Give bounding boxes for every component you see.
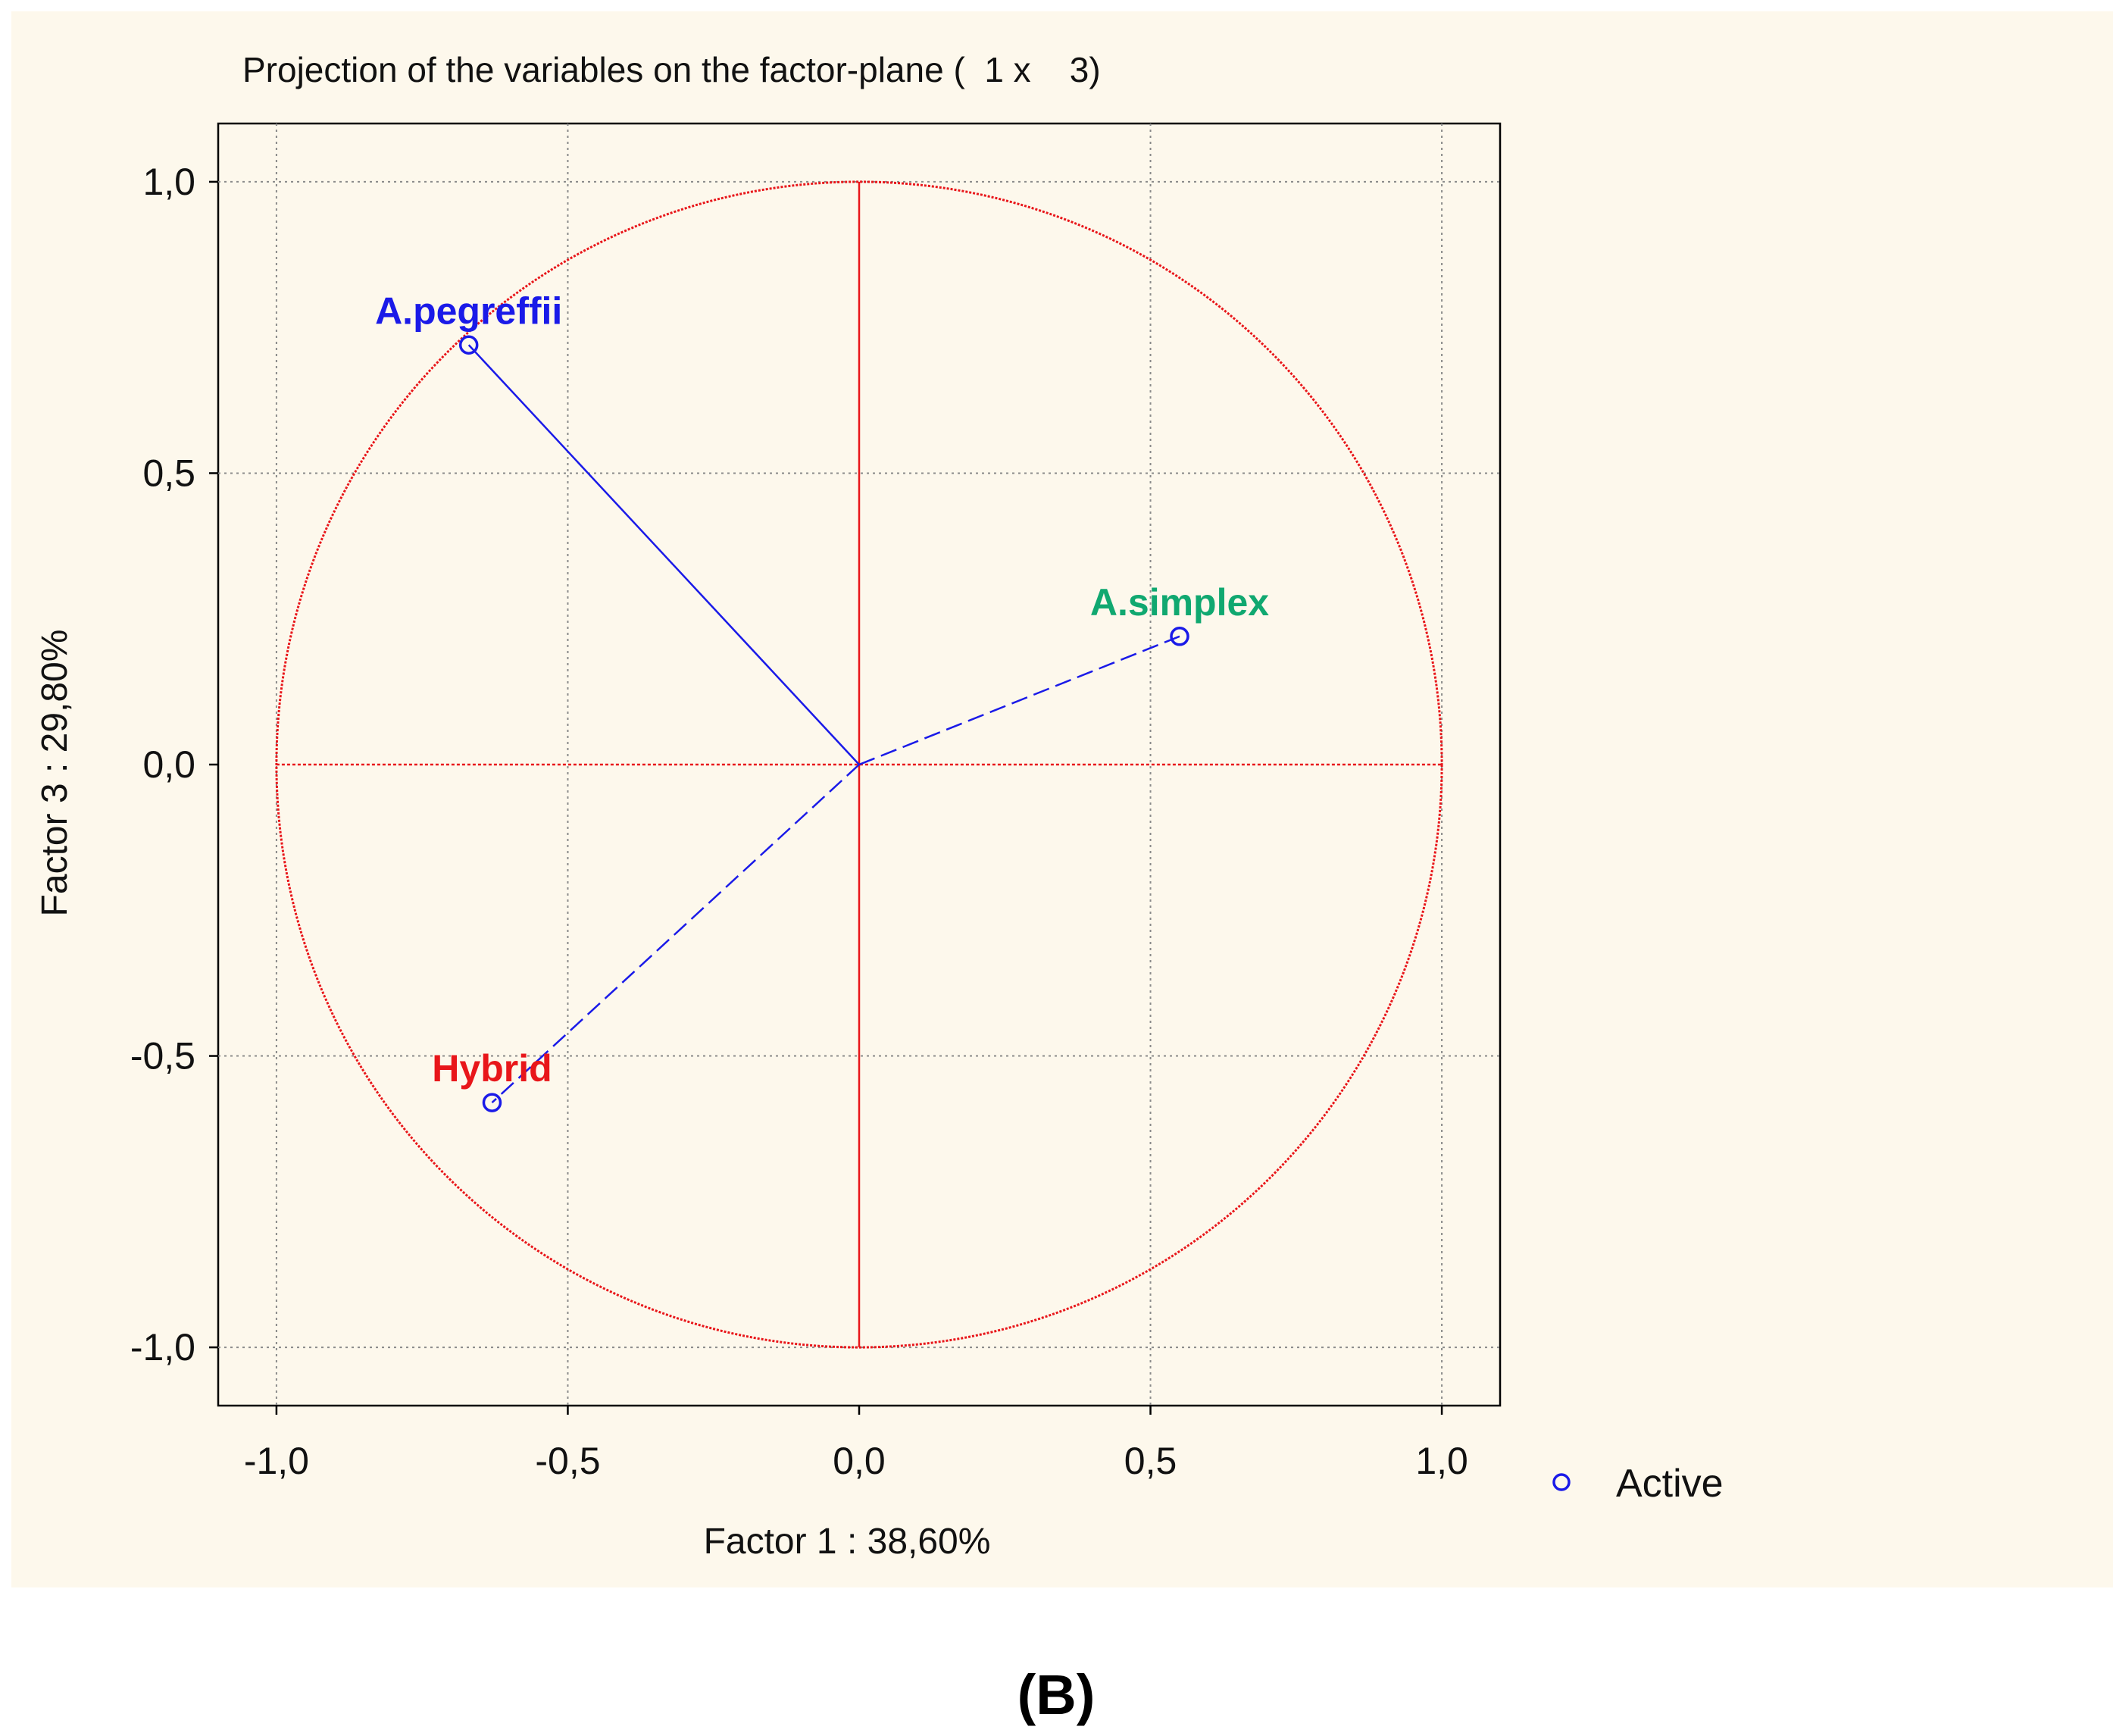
x-tick-label: 0,0 bbox=[833, 1440, 886, 1482]
legend-label: Active bbox=[1616, 1462, 1724, 1506]
x-tick-label: 1,0 bbox=[1415, 1440, 1468, 1482]
legend: Active bbox=[1552, 1462, 1724, 1506]
label-a-pegreffii: A.pegreffii bbox=[375, 289, 562, 332]
panel-background bbox=[11, 11, 2113, 1587]
y-tick-label: 0,5 bbox=[142, 452, 195, 494]
y-tick-label: 1,0 bbox=[142, 161, 195, 203]
grid bbox=[218, 124, 1500, 1406]
y-tick-label: -0,5 bbox=[130, 1035, 195, 1078]
vector-a-simplex bbox=[858, 635, 1180, 766]
y-tick-label: -1,0 bbox=[130, 1326, 195, 1368]
y-axis-label: Factor 3 : 29,80% bbox=[35, 630, 75, 917]
vector-hybrid bbox=[491, 764, 860, 1103]
legend-circle-icon bbox=[1552, 1473, 1571, 1491]
loading-vectors bbox=[467, 344, 1180, 1103]
x-axis-ticks: -1,0 -0,5 0,0 0,5 1,0 bbox=[244, 1406, 1468, 1482]
variable-labels: A.pegreffii A.simplex Hybrid bbox=[375, 289, 1269, 1090]
point-hybrid bbox=[482, 1093, 502, 1112]
plot-area: A.pegreffii A.simplex Hybrid bbox=[217, 122, 1502, 1407]
unit-circle bbox=[275, 180, 1443, 1349]
chart-title: Projection of the variables on the facto… bbox=[242, 50, 1101, 89]
point-a-simplex bbox=[1170, 627, 1189, 646]
x-axis-label: Factor 1 : 38,60% bbox=[704, 1522, 991, 1562]
x-tick-label: -0,5 bbox=[535, 1440, 600, 1482]
x-tick-label: -1,0 bbox=[244, 1440, 309, 1482]
label-a-simplex: A.simplex bbox=[1090, 581, 1269, 624]
point-a-pegreffii bbox=[458, 335, 479, 355]
x-tick-label: 0,5 bbox=[1124, 1440, 1177, 1482]
variable-markers bbox=[458, 335, 1189, 1112]
figure-caption: (B) bbox=[1017, 1663, 1096, 1726]
label-hybrid: Hybrid bbox=[432, 1047, 552, 1090]
vector-a-pegreffii bbox=[467, 344, 860, 765]
y-axis-ticks: 1,0 0,5 0,0 -0,5 -1,0 bbox=[130, 161, 218, 1368]
y-tick-label: 0,0 bbox=[142, 743, 195, 786]
